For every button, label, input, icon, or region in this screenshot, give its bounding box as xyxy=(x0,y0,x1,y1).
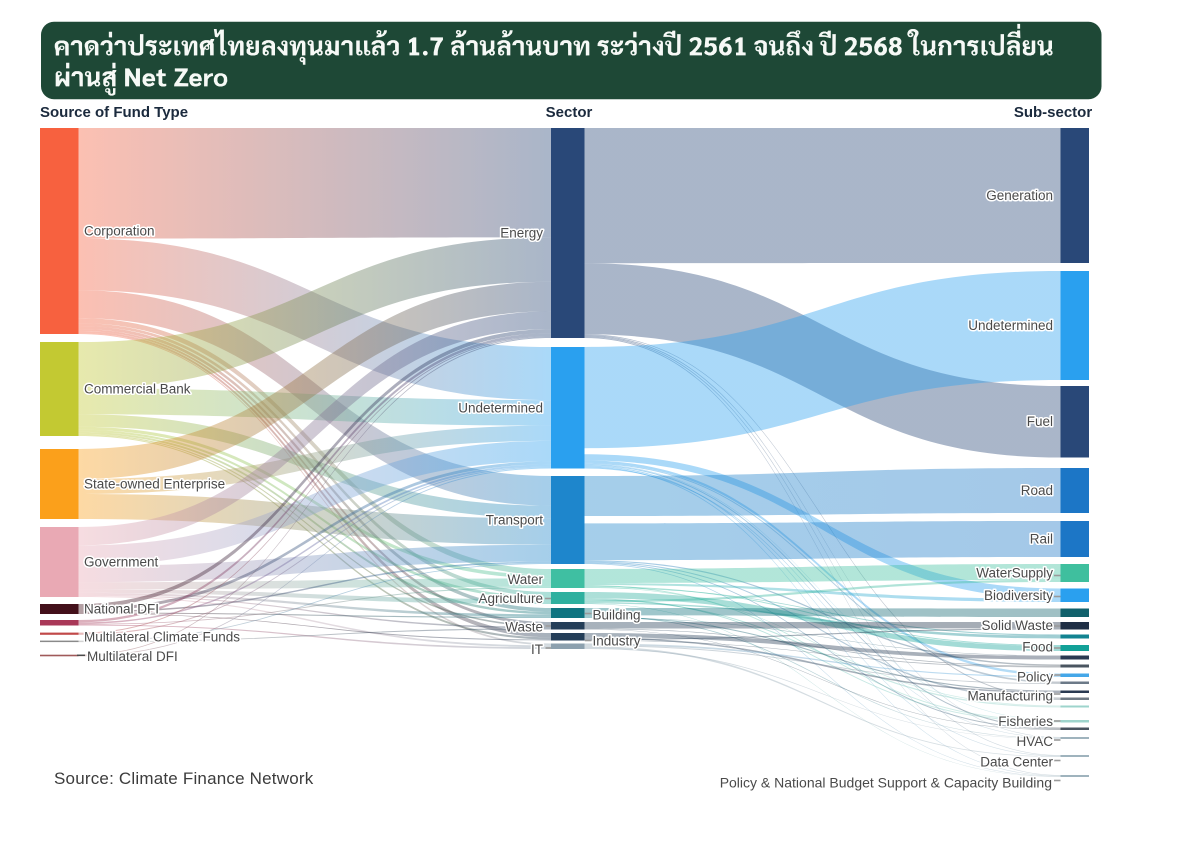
svg-text:Policy & National Budget Suppo: Policy & National Budget Support & Capac… xyxy=(720,774,1052,790)
svg-text:State-owned Enterprise: State-owned Enterprise xyxy=(84,477,225,492)
svg-text:Multilateral DFI: Multilateral DFI xyxy=(87,649,178,664)
svg-text:WaterSupply: WaterSupply xyxy=(976,566,1053,581)
svg-text:Biodiversity: Biodiversity xyxy=(984,588,1053,603)
svg-text:Food: Food xyxy=(1022,640,1053,655)
svg-text:Data Center: Data Center xyxy=(980,755,1053,770)
svg-text:Sector: Sector xyxy=(546,104,593,121)
svg-text:Solid Waste: Solid Waste xyxy=(981,618,1053,633)
svg-text:Generation: Generation xyxy=(986,188,1053,203)
svg-text:Multilateral Climate Funds: Multilateral Climate Funds xyxy=(84,630,240,645)
svg-text:Undetermined: Undetermined xyxy=(968,318,1053,333)
svg-text:Manufacturing: Manufacturing xyxy=(967,689,1053,704)
svg-text:Rail: Rail xyxy=(1030,532,1053,547)
svg-text:Policy: Policy xyxy=(1017,670,1053,685)
svg-text:Government: Government xyxy=(84,555,159,570)
svg-text:Building: Building xyxy=(593,608,641,623)
svg-text:National DFI: National DFI xyxy=(84,602,159,617)
svg-text:Agriculture: Agriculture xyxy=(478,591,543,606)
svg-text:Corporation: Corporation xyxy=(84,224,155,239)
svg-text:IT: IT xyxy=(531,642,543,657)
svg-text:Source of Fund Type: Source of Fund Type xyxy=(40,104,188,121)
svg-text:Commercial Bank: Commercial Bank xyxy=(84,382,191,397)
svg-text:Transport: Transport xyxy=(486,513,544,528)
svg-text:Source: Climate Finance Networ: Source: Climate Finance Network xyxy=(54,769,314,788)
svg-text:Road: Road xyxy=(1021,483,1053,498)
svg-text:Undetermined: Undetermined xyxy=(458,401,543,416)
svg-text:Sub-sector: Sub-sector xyxy=(1014,104,1093,121)
svg-text:Fuel: Fuel xyxy=(1027,414,1053,429)
svg-text:Fisheries: Fisheries xyxy=(998,714,1053,729)
svg-text:HVAC: HVAC xyxy=(1016,734,1053,749)
svg-text:Energy: Energy xyxy=(500,226,543,241)
svg-text:Industry: Industry xyxy=(593,634,641,649)
svg-text:Water: Water xyxy=(507,572,543,587)
svg-text:Waste: Waste xyxy=(505,620,543,635)
